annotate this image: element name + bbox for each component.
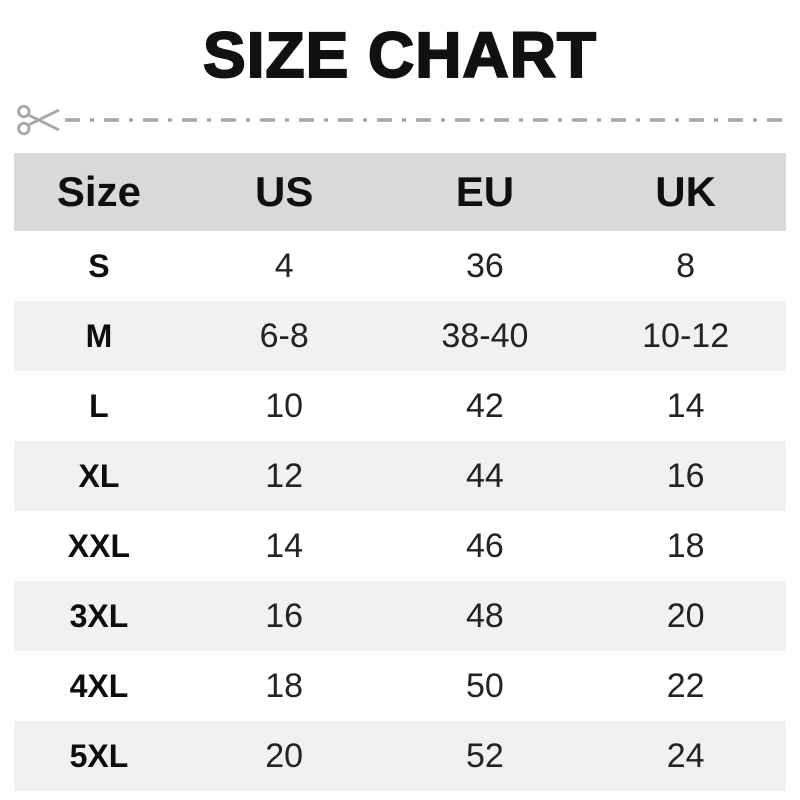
table-header: Size US EU UK	[14, 153, 786, 232]
size-value-cell: 50	[465, 666, 504, 705]
table-row: L 10 42 14	[14, 371, 786, 441]
size-value-cell: 6-8	[259, 316, 309, 355]
size-value-cell: 20	[265, 736, 304, 775]
size-value-cell: 46	[465, 526, 504, 565]
size-value-cell: 16	[265, 596, 304, 635]
size-chart-table: Size US EU UK S 4 36 8 M 6-8 38-40 10-12 L 10 42 14…	[14, 153, 786, 792]
table-row: 5XL 20 52 24	[14, 721, 786, 792]
size-label-cell: XXL	[67, 527, 131, 564]
table-row: XXL 14 46 18	[14, 511, 786, 581]
size-label-cell: L	[89, 387, 109, 424]
size-value-cell: 18	[265, 666, 304, 705]
col-header-uk: UK	[655, 168, 716, 216]
table-row: 3XL 16 48 20	[14, 581, 786, 652]
size-value-cell: 24	[666, 736, 705, 775]
size-value-cell: 38-40	[441, 316, 529, 355]
size-chart-page: SIZE CHART Size US EU UK S 4 36 8 M 6-8 38-40 1…	[0, 19, 800, 800]
scissors-icon	[17, 105, 60, 136]
size-label-cell: 4XL	[69, 667, 129, 704]
table-row: S 4 36 8	[14, 231, 786, 301]
size-value-cell: 22	[666, 666, 705, 705]
size-value-cell: 10-12	[642, 316, 730, 355]
table-row: XL 12 44 16	[14, 441, 786, 512]
size-label-cell: S	[88, 247, 110, 284]
size-table-body: S 4 36 8 M 6-8 38-40 10-12 L 10 42 14 XL 12 44 16 XXL 14 4…	[14, 231, 786, 792]
size-value-cell: 12	[265, 456, 304, 495]
cut-line	[16, 101, 784, 139]
size-value-cell: 8	[676, 246, 696, 285]
size-value-cell: 42	[465, 386, 504, 425]
size-value-cell: 52	[465, 736, 504, 775]
size-value-cell: 48	[465, 596, 504, 635]
size-label-cell: M	[85, 317, 113, 354]
size-value-cell: 18	[666, 526, 705, 565]
col-header-eu: EU	[455, 168, 515, 216]
dashed-cut-line	[65, 118, 784, 122]
size-value-cell: 4	[274, 246, 294, 285]
size-value-cell: 20	[666, 596, 705, 635]
table-row: 4XL 18 50 22	[14, 651, 786, 721]
size-value-cell: 14	[265, 526, 304, 565]
table-row: M 6-8 38-40 10-12	[14, 301, 786, 372]
size-value-cell: 44	[465, 456, 504, 495]
size-value-cell: 36	[465, 246, 504, 285]
header-row: Size US EU UK	[14, 153, 786, 232]
size-label-cell: 3XL	[69, 597, 129, 634]
size-value-cell: 14	[666, 386, 705, 425]
size-value-cell: 10	[265, 386, 304, 425]
size-label-cell: 5XL	[69, 737, 129, 774]
size-label-cell: XL	[78, 457, 120, 494]
col-header-us: US	[255, 168, 314, 216]
page-title: SIZE CHART	[202, 19, 597, 91]
col-header-size: Size	[56, 168, 141, 216]
size-value-cell: 16	[666, 456, 705, 495]
